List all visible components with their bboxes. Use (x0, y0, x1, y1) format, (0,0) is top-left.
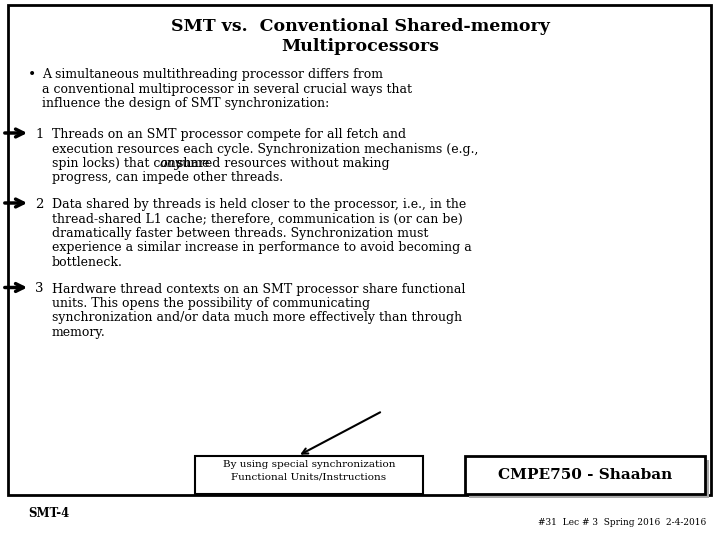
Text: bottleneck.: bottleneck. (52, 256, 123, 269)
Text: thread-shared L1 cache; therefore, communication is (or can be): thread-shared L1 cache; therefore, commu… (52, 213, 463, 226)
Bar (469, 460, 709, 498)
Text: 2: 2 (35, 198, 43, 211)
Text: execution resources each cycle. Synchronization mechanisms (e.g.,: execution resources each cycle. Synchron… (52, 143, 478, 156)
Text: any: any (160, 157, 183, 170)
Text: units. This opens the possibility of communicating: units. This opens the possibility of com… (52, 297, 370, 310)
Text: a conventional multiprocessor in several crucial ways that: a conventional multiprocessor in several… (42, 83, 412, 96)
Text: 1: 1 (35, 128, 43, 141)
Text: spin locks) that consume: spin locks) that consume (52, 157, 213, 170)
Text: CMPE750 - Shaaban: CMPE750 - Shaaban (498, 468, 672, 482)
Text: SMT-4: SMT-4 (28, 507, 69, 520)
Text: shared resources without making: shared resources without making (173, 157, 390, 170)
Text: A simultaneous multithreading processor differs from: A simultaneous multithreading processor … (42, 68, 383, 81)
Text: influence the design of SMT synchronization:: influence the design of SMT synchronizat… (42, 97, 329, 110)
Text: Hardware thread contexts on an SMT processor share functional: Hardware thread contexts on an SMT proce… (52, 282, 465, 295)
Text: #31  Lec # 3  Spring 2016  2-4-2016: #31 Lec # 3 Spring 2016 2-4-2016 (538, 518, 706, 527)
Text: 3: 3 (35, 282, 43, 295)
Text: dramatically faster between threads. Synchronization must: dramatically faster between threads. Syn… (52, 227, 428, 240)
Text: By using special synchronization: By using special synchronization (222, 460, 395, 469)
Text: memory.: memory. (52, 326, 106, 339)
Text: Multiprocessors: Multiprocessors (281, 38, 439, 55)
Text: Data shared by threads is held closer to the processor, i.e., in the: Data shared by threads is held closer to… (52, 198, 467, 211)
Bar (195, 456, 423, 494)
Text: experience a similar increase in performance to avoid becoming a: experience a similar increase in perform… (52, 241, 472, 254)
Text: Threads on an SMT processor compete for all fetch and: Threads on an SMT processor compete for … (52, 128, 406, 141)
Text: •: • (28, 68, 36, 82)
Text: Functional Units/Instructions: Functional Units/Instructions (231, 473, 387, 482)
Text: synchronization and/or data much more effectively than through: synchronization and/or data much more ef… (52, 312, 462, 325)
Text: SMT vs.  Conventional Shared-memory: SMT vs. Conventional Shared-memory (171, 18, 549, 35)
Text: progress, can impede other threads.: progress, can impede other threads. (52, 172, 283, 185)
Bar (465, 456, 705, 494)
